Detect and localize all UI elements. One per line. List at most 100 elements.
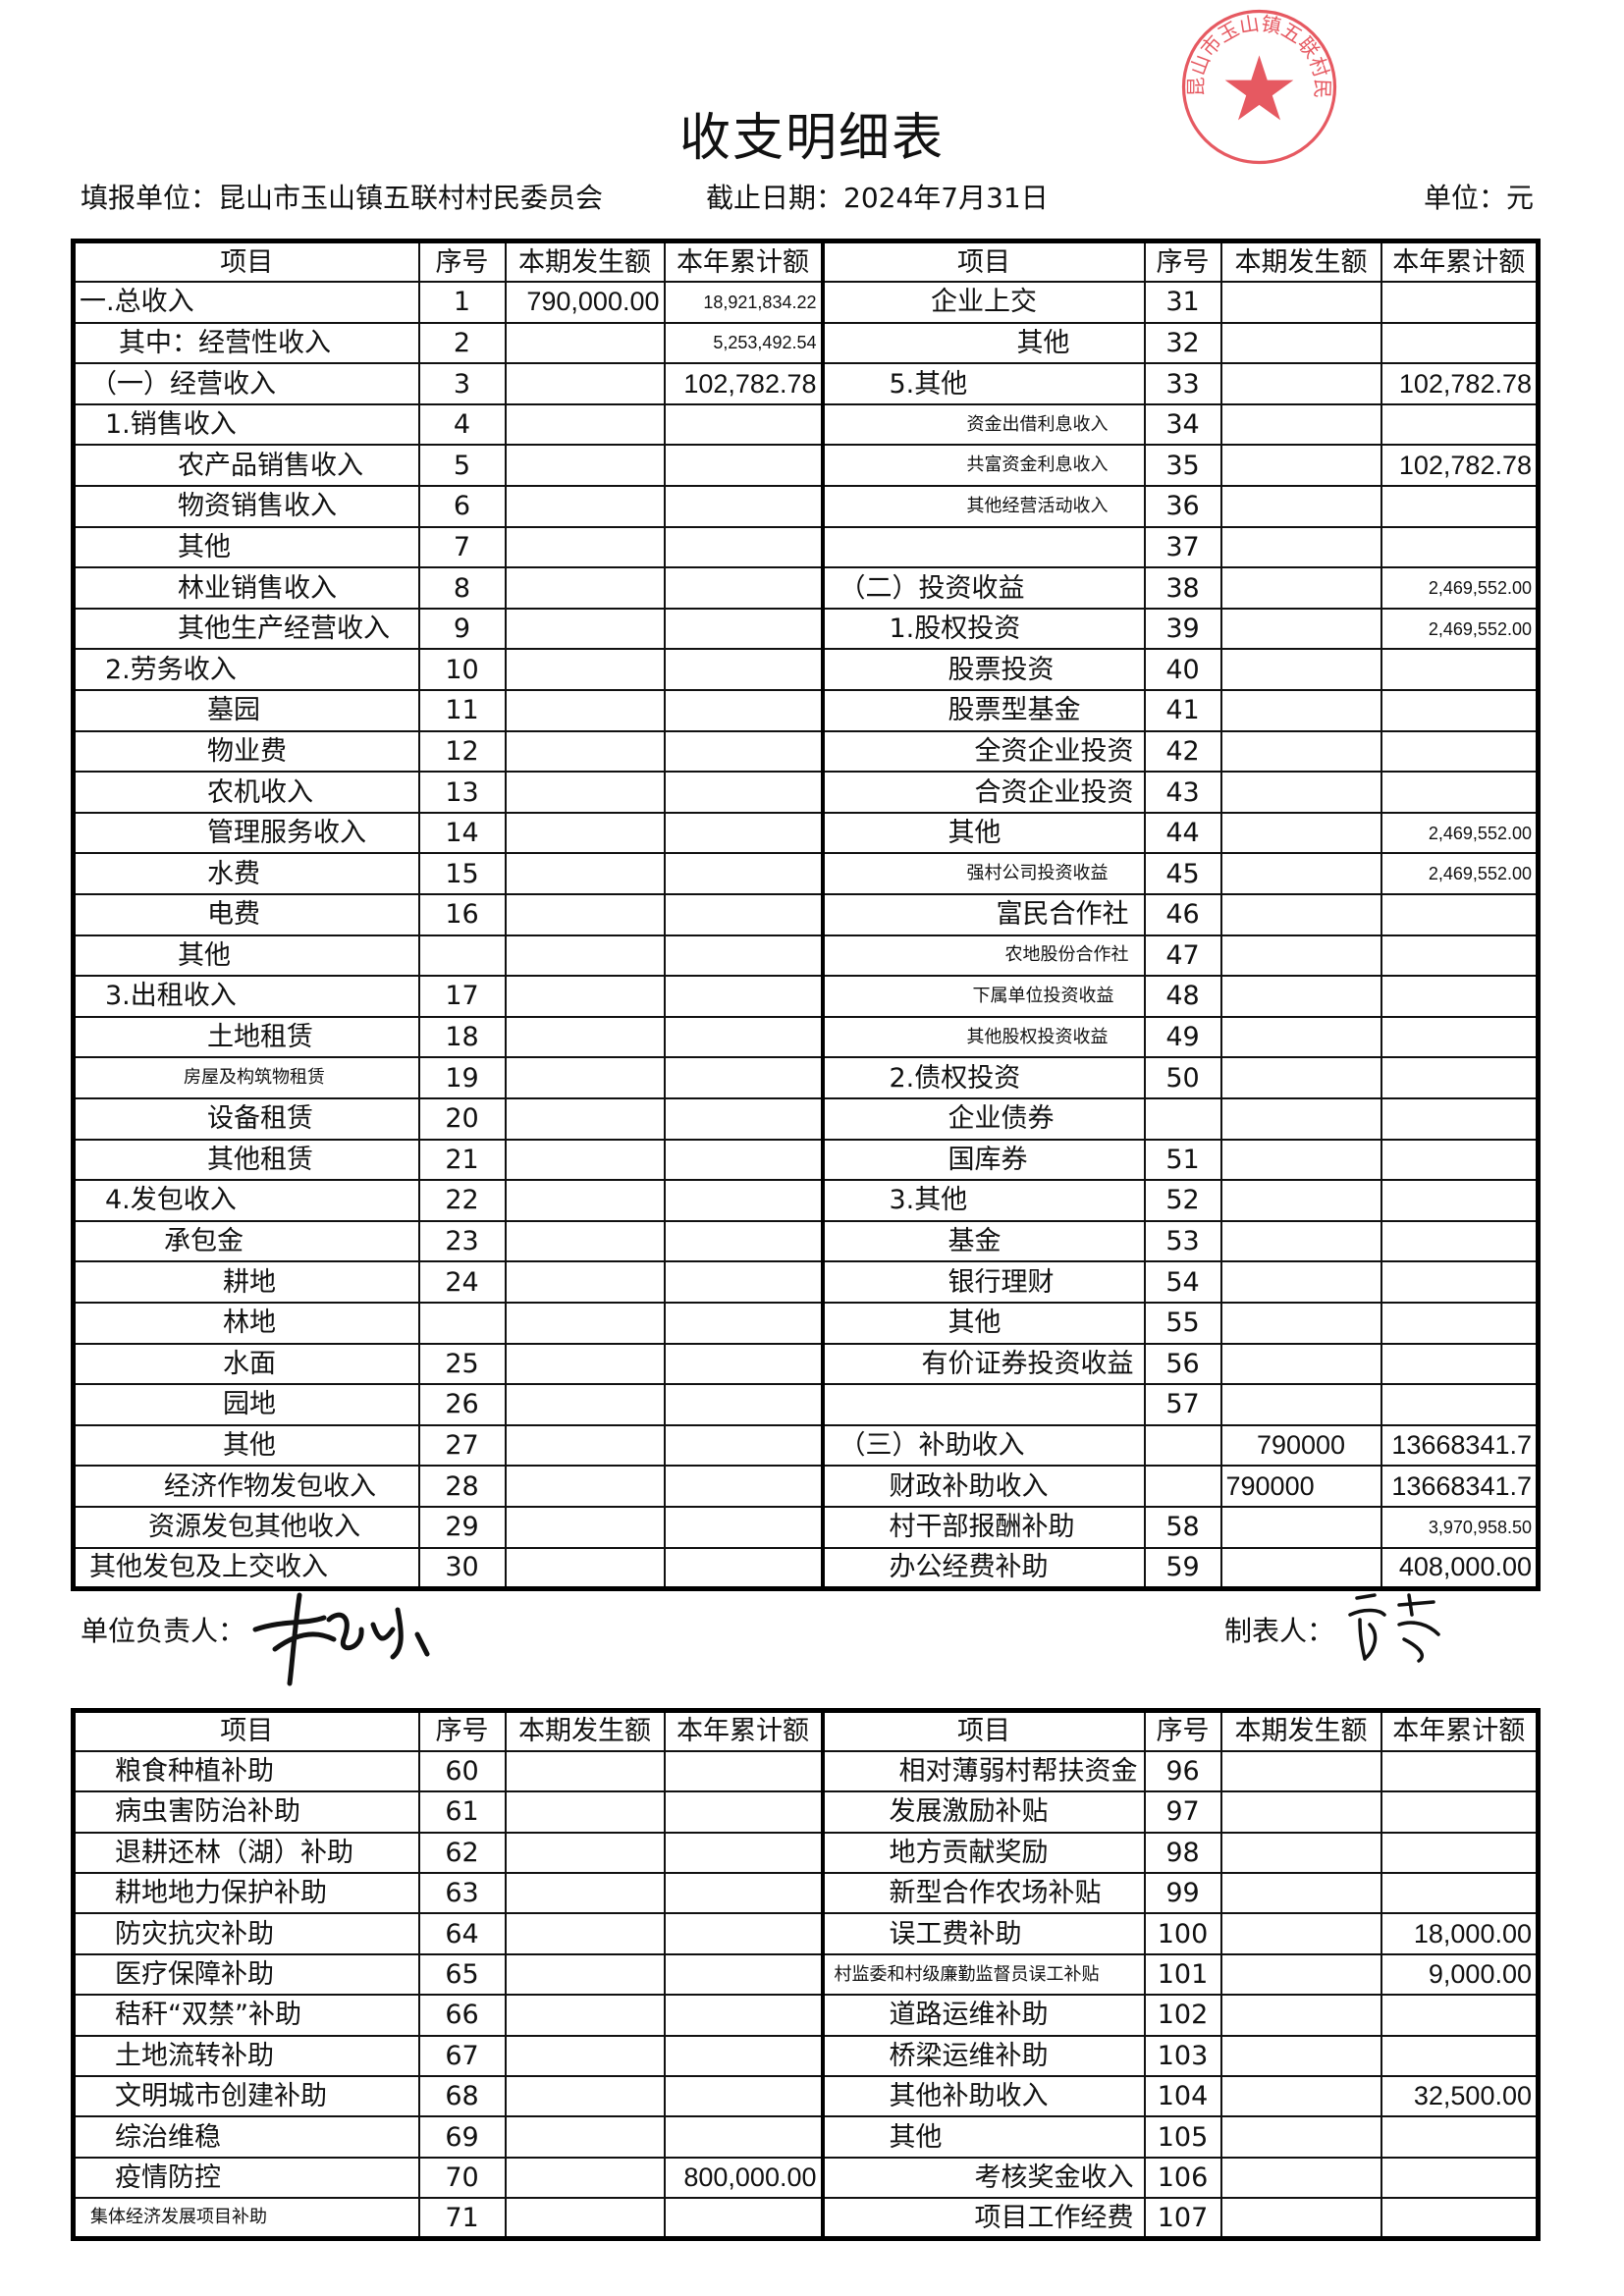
item-cell: 办公经费补助	[821, 1546, 1146, 1590]
year-to-date-cell: 800,000.00	[663, 2156, 825, 2200]
leader-signature	[252, 1592, 430, 1686]
row-number-cell: 103	[1143, 2034, 1222, 2078]
table-row: 医疗保障补助 65 村监委和村级廉勤监督员误工补贴 101 9,000.00	[72, 1952, 1540, 1997]
current-period-cell	[1219, 2075, 1382, 2118]
current-period-cell	[504, 525, 666, 569]
row-number-cell: 20	[417, 1096, 507, 1141]
current-period-cell	[1219, 1994, 1382, 2037]
item-cell: 其中：经营性收入	[72, 321, 420, 365]
current-period-cell	[1219, 1260, 1382, 1304]
current-period-cell	[504, 1423, 666, 1468]
table-row: 疫情防控 70 800,000.00 考核奖金收入 106	[72, 2156, 1540, 2200]
item-cell: 耕地地力保护补助	[72, 1872, 420, 1915]
year-to-date-cell	[1380, 2197, 1540, 2240]
table-row: 2.劳务收入 10 股票投资 40	[72, 648, 1540, 692]
current-period-cell	[504, 2115, 666, 2159]
row-number-cell: 56	[1143, 1342, 1222, 1386]
item-cell: 其他	[821, 2115, 1146, 2159]
year-to-date-cell	[1380, 1260, 1540, 1304]
item-cell: 综治维稳	[72, 2115, 420, 2159]
row-number-cell: 97	[1143, 1790, 1222, 1834]
table-row: 一.总收入 1 790,000.00 18,921,834.22 企业上交 31	[72, 281, 1540, 324]
column-header: 序号	[417, 240, 507, 284]
current-period-cell	[1219, 607, 1382, 651]
row-number-cell: 63	[417, 1872, 507, 1915]
year-to-date-cell: 2,469,552.00	[1380, 566, 1540, 610]
item-cell: 国库券	[821, 1138, 1146, 1182]
year-to-date-cell	[663, 2115, 825, 2159]
current-period-cell	[504, 1219, 666, 1263]
current-period-cell	[504, 1260, 666, 1304]
item-cell: 其他	[821, 811, 1146, 855]
current-period-cell	[504, 607, 666, 651]
table-row: 设备租赁 20 企业债券	[72, 1096, 1540, 1141]
income-detail-table-1: 项目 序号 本期发生额 本年累计额 项目 序号 本期发生额 本年累计额 一.总收入 1 790,00…	[71, 239, 1541, 1591]
year-to-date-cell	[1380, 1056, 1540, 1099]
row-number-cell: 40	[1143, 648, 1222, 692]
current-period-cell	[1219, 1138, 1382, 1182]
current-period-cell	[1219, 729, 1382, 774]
row-number-cell: 100	[1143, 1912, 1222, 1955]
column-header: 本期发生额	[504, 240, 666, 284]
table-row: 物资销售收入 6 其他经营活动收入 36	[72, 485, 1540, 528]
table-row: 管理服务收入 14 其他 44 2,469,552.00	[72, 811, 1540, 855]
table-row: （一）经营收入 3 102,782.78 5.其他 33 102,782.78	[72, 362, 1540, 405]
row-number-cell: 29	[417, 1505, 507, 1549]
year-to-date-cell	[1380, 525, 1540, 569]
row-number-cell: 23	[417, 1219, 507, 1263]
item-cell: 发展激励补贴	[821, 1790, 1146, 1834]
year-to-date-cell	[1380, 771, 1540, 814]
table-row: 园地 26 57	[72, 1383, 1540, 1426]
item-cell: 管理服务收入	[72, 811, 420, 855]
current-period-cell	[504, 689, 666, 732]
year-to-date-cell	[1380, 1749, 1540, 1793]
year-to-date-cell: 13668341.7	[1380, 1423, 1540, 1468]
item-cell: 财政补助收入	[821, 1465, 1146, 1508]
item-cell: 富民合作社	[821, 893, 1146, 936]
row-number-cell: 69	[417, 2115, 507, 2159]
item-cell: 3.其他	[821, 1179, 1146, 1222]
item-cell: 其他租赁	[72, 1138, 420, 1182]
current-period-cell	[504, 1912, 666, 1955]
current-period-cell	[1219, 1056, 1382, 1099]
current-period-cell	[504, 1872, 666, 1915]
table-row: 病虫害防治补助 61 发展激励补贴 97	[72, 1790, 1540, 1834]
row-number-cell	[417, 1301, 507, 1345]
year-to-date-cell	[663, 1138, 825, 1182]
row-number-cell: 67	[417, 2034, 507, 2078]
year-to-date-cell	[1380, 893, 1540, 936]
year-to-date-cell	[663, 1179, 825, 1222]
row-number-cell: 64	[417, 1912, 507, 1955]
row-number-cell: 35	[1143, 444, 1222, 488]
item-cell: 其他	[72, 1423, 420, 1468]
item-cell	[821, 1383, 1146, 1426]
column-header: 序号	[1143, 1709, 1222, 1752]
row-number-cell: 6	[417, 485, 507, 528]
item-cell: 疫情防控	[72, 2156, 420, 2200]
table-row: 房屋及构筑物租赁 19 2.债权投资 50	[72, 1056, 1540, 1099]
current-period-cell	[504, 566, 666, 610]
row-number-cell: 41	[1143, 689, 1222, 732]
current-period-cell	[1219, 852, 1382, 895]
current-period-cell	[1219, 1912, 1382, 1955]
row-number-cell: 46	[1143, 893, 1222, 936]
item-cell: 文明城市创建补助	[72, 2075, 420, 2118]
year-to-date-cell	[663, 1505, 825, 1549]
table-row: 水费 15 强村公司投资收益 45 2,469,552.00	[72, 852, 1540, 895]
year-to-date-cell	[1380, 1383, 1540, 1426]
item-cell	[821, 525, 1146, 569]
table-row: 粮食种植补助 60 相对薄弱村帮扶资金 96	[72, 1749, 1540, 1793]
year-to-date-cell	[663, 1831, 825, 1875]
current-period-cell	[1219, 566, 1382, 610]
column-header: 项目	[72, 240, 420, 284]
current-period-cell	[504, 362, 666, 405]
item-cell: 考核奖金收入	[821, 2156, 1146, 2200]
year-to-date-cell	[663, 811, 825, 855]
year-to-date-cell	[1380, 1138, 1540, 1182]
table-row: 其他生产经营收入 9 1.股权投资 39 2,469,552.00	[72, 607, 1540, 651]
year-to-date-cell	[1380, 975, 1540, 1018]
current-period-cell	[504, 1790, 666, 1834]
year-to-date-cell	[1380, 1096, 1540, 1141]
year-to-date-cell: 102,782.78	[1380, 444, 1540, 488]
item-cell: 电费	[72, 893, 420, 936]
